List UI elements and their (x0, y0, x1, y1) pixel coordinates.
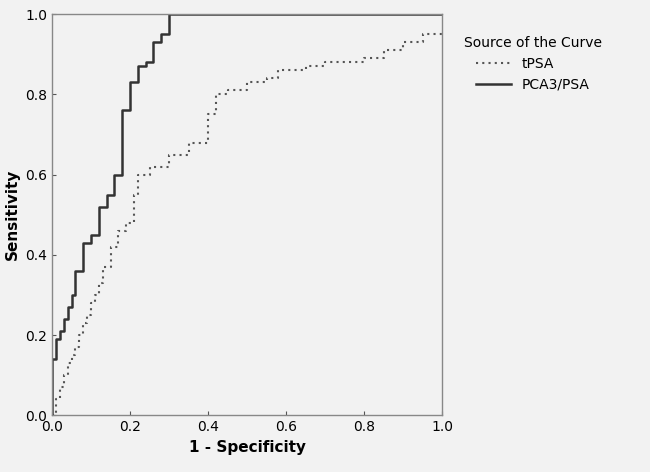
PCA3/PSA (134, 80, 142, 85)
PCA3/PSA (64, 316, 72, 322)
tPSA (438, 31, 446, 37)
tPSA (419, 31, 426, 37)
PCA3/PSA (56, 329, 64, 334)
PCA3/PSA (64, 304, 72, 310)
PCA3/PSA (118, 172, 126, 177)
PCA3/PSA (111, 172, 118, 177)
PCA3/PSA (204, 11, 212, 17)
tPSA (107, 244, 114, 250)
PCA3/PSA (157, 31, 165, 37)
Line: tPSA: tPSA (52, 34, 442, 415)
PCA3/PSA (72, 292, 79, 298)
Y-axis label: Sensitivity: Sensitivity (5, 169, 20, 261)
PCA3/PSA (95, 232, 103, 237)
PCA3/PSA (52, 336, 60, 342)
PCA3/PSA (79, 268, 87, 274)
PCA3/PSA (52, 356, 60, 362)
PCA3/PSA (134, 64, 142, 69)
PCA3/PSA (60, 329, 68, 334)
X-axis label: 1 - Specificity: 1 - Specificity (188, 440, 306, 455)
PCA3/PSA (48, 356, 56, 362)
PCA3/PSA (68, 292, 75, 298)
PCA3/PSA (111, 192, 118, 197)
PCA3/PSA (72, 268, 79, 274)
PCA3/PSA (282, 11, 290, 17)
PCA3/PSA (87, 240, 95, 245)
tPSA (79, 332, 87, 338)
Line: PCA3/PSA: PCA3/PSA (52, 14, 442, 415)
tPSA (79, 320, 87, 326)
PCA3/PSA (48, 413, 56, 418)
PCA3/PSA (87, 232, 95, 237)
PCA3/PSA (68, 304, 75, 310)
PCA3/PSA (263, 11, 270, 17)
tPSA (48, 413, 56, 418)
PCA3/PSA (438, 11, 446, 17)
PCA3/PSA (150, 40, 157, 45)
PCA3/PSA (60, 316, 68, 322)
PCA3/PSA (150, 59, 157, 65)
PCA3/PSA (263, 11, 270, 17)
tPSA (165, 164, 173, 169)
PCA3/PSA (95, 204, 103, 210)
PCA3/PSA (204, 11, 212, 17)
PCA3/PSA (142, 59, 150, 65)
PCA3/PSA (79, 240, 87, 245)
PCA3/PSA (103, 192, 111, 197)
PCA3/PSA (126, 80, 134, 85)
PCA3/PSA (118, 108, 126, 113)
Legend: tPSA, PCA3/PSA: tPSA, PCA3/PSA (457, 29, 608, 99)
PCA3/PSA (165, 11, 173, 17)
PCA3/PSA (165, 31, 173, 37)
tPSA (360, 56, 368, 61)
PCA3/PSA (56, 336, 64, 342)
PCA3/PSA (157, 40, 165, 45)
tPSA (146, 164, 153, 169)
PCA3/PSA (126, 108, 134, 113)
PCA3/PSA (103, 204, 111, 210)
PCA3/PSA (142, 64, 150, 69)
PCA3/PSA (282, 11, 290, 17)
